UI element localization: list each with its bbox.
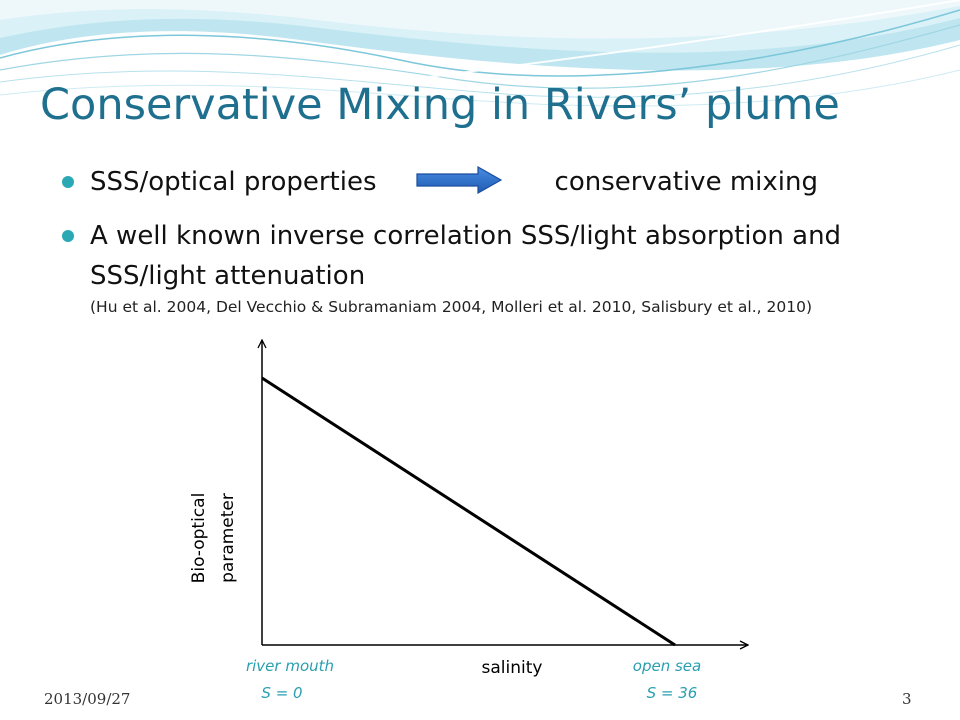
y-axis-label-line2: parameter xyxy=(218,493,238,583)
open-sea-label: open sea xyxy=(633,657,701,675)
bullet-text: A well known inverse correlation SSS/lig… xyxy=(90,221,842,291)
bullet-text-right: conservative mixing xyxy=(554,167,818,197)
mixing-line xyxy=(261,376,676,647)
bullet-item: SSS/optical properties conservative mixi… xyxy=(60,162,940,202)
bullet-item: A well known inverse correlation SSS/lig… xyxy=(60,216,940,296)
header-wave-decoration xyxy=(0,0,960,107)
bullet-text-left: SSS/optical properties xyxy=(90,167,377,197)
bullet-dot-icon xyxy=(62,176,74,188)
citation-text: (Hu et al. 2004, Del Vecchio & Subramani… xyxy=(90,298,813,316)
slide-title: Conservative Mixing in Rivers’ plume xyxy=(40,80,840,130)
x-axis-label: salinity xyxy=(482,658,543,678)
river-mouth-salinity: S = 0 xyxy=(261,684,302,702)
open-sea-salinity: S = 36 xyxy=(647,684,698,702)
right-arrow-icon xyxy=(416,166,503,194)
footer-date: 2013/09/27 xyxy=(44,690,131,708)
river-mouth-label: river mouth xyxy=(246,657,334,675)
bullet-list: SSS/optical properties conservative mixi… xyxy=(60,162,940,310)
bullet-dot-icon xyxy=(62,230,74,242)
page-number: 3 xyxy=(902,690,912,708)
y-axis-label-line1: Bio-optical xyxy=(189,493,209,584)
